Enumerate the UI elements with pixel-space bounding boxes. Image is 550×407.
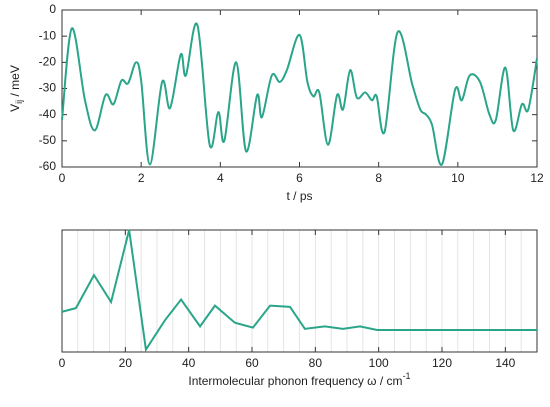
x-axis-label-text: Intermolecular phonon frequency ω / cm — [188, 374, 402, 388]
plot-frame — [61, 9, 538, 168]
x-axis-label-text: t / ps — [286, 189, 312, 203]
x-axis-label-sup: -1 — [403, 371, 411, 381]
x-tick-label: 12 — [530, 171, 544, 185]
y-axis-label-text: V — [8, 104, 22, 112]
x-axis-label: t / ps — [286, 189, 312, 203]
x-tick-label: 0 — [59, 171, 66, 185]
x-tick-label: 2 — [138, 171, 145, 185]
x-axis-label: Intermolecular phonon frequency ω / cm-1 — [188, 371, 410, 388]
plot-frame — [61, 229, 538, 353]
x-tick-label: 6 — [296, 171, 303, 185]
x-tick-label: 40 — [182, 356, 196, 370]
x-tick-label: 60 — [245, 356, 259, 370]
x-tick-label: 0 — [59, 356, 66, 370]
y-tick-label: -50 — [39, 133, 57, 147]
y-tick-label: 0 — [49, 2, 56, 16]
y-axis-label-sub: ij — [14, 100, 24, 104]
y-axis-label-unit: / meV — [8, 65, 22, 100]
x-tick-label: 4 — [217, 171, 224, 185]
data-line — [61, 22, 538, 166]
y-tick-label: -60 — [39, 159, 57, 173]
x-tick-label: 100 — [369, 356, 389, 370]
x-tick-label: 140 — [495, 356, 515, 370]
data-line — [61, 229, 537, 353]
x-tick-label: 120 — [432, 356, 452, 370]
y-tick-label: -10 — [39, 28, 57, 42]
y-tick-label: -20 — [39, 55, 57, 69]
x-tick-label: 10 — [451, 171, 465, 185]
x-tick-label: 80 — [309, 356, 323, 370]
y-axis-label: Vij / meV — [8, 65, 24, 112]
y-tick-label: -30 — [39, 81, 57, 95]
x-tick-label: 8 — [375, 171, 382, 185]
x-tick-label: 20 — [119, 356, 133, 370]
y-tick-label: -40 — [39, 107, 57, 121]
